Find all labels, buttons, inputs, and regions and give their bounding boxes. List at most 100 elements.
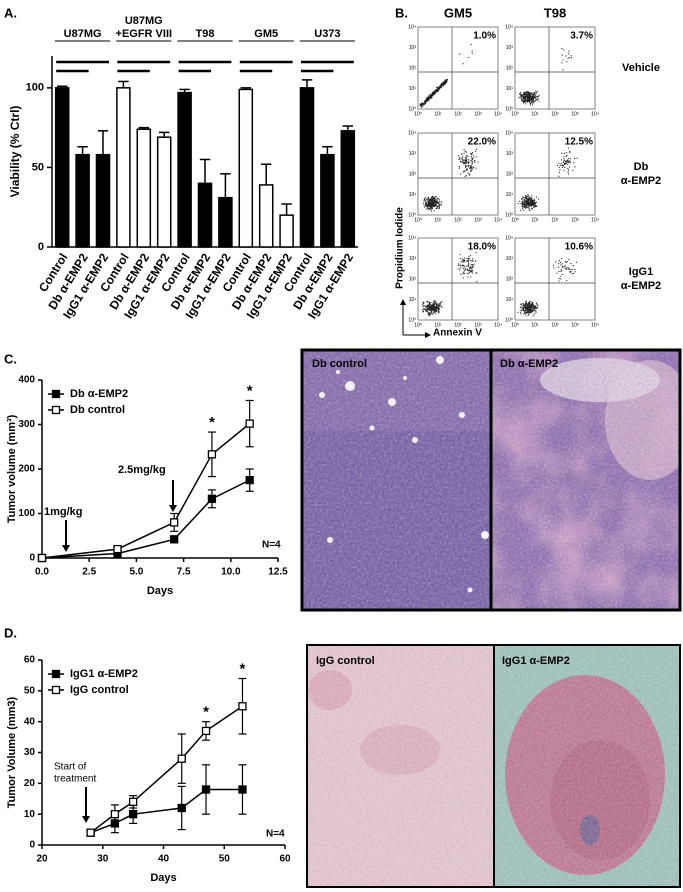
- event-dot: [423, 301, 425, 303]
- event-dot: [522, 308, 524, 310]
- arrow-head: [169, 505, 177, 512]
- event-dot: [438, 204, 440, 207]
- event-dot: [440, 201, 443, 203]
- event-dot: [436, 202, 438, 204]
- x-tick-label: 2.5: [82, 567, 96, 578]
- event-dot: [568, 268, 570, 270]
- event-dot: [432, 301, 435, 303]
- event-dot: [532, 304, 534, 306]
- event-dot: [528, 201, 530, 203]
- event-dot: [433, 210, 435, 212]
- event-dot: [458, 167, 460, 169]
- event-dot: [568, 166, 571, 168]
- marker: [207, 494, 217, 503]
- event-dot: [440, 203, 443, 205]
- event-dot: [436, 205, 438, 207]
- event-dot: [441, 82, 443, 84]
- event-dot: [532, 95, 534, 97]
- event-dot: [522, 205, 524, 208]
- event-dot: [526, 200, 528, 202]
- event-dot: [535, 90, 537, 92]
- event-dot: [533, 305, 535, 307]
- event-dot: [561, 263, 563, 265]
- y-tick-label: 50: [32, 161, 44, 173]
- event-dot: [433, 93, 436, 95]
- event-dot: [470, 168, 472, 170]
- event-dot: [558, 171, 561, 173]
- y-tick-label: 30: [24, 747, 36, 758]
- event-dot: [422, 105, 424, 107]
- event-dot: [523, 307, 525, 309]
- marker: [86, 828, 95, 837]
- event-dot: [520, 209, 522, 211]
- event-dot: [468, 159, 470, 161]
- flow-tick-label: 10⁴: [494, 217, 502, 223]
- event-dot: [471, 163, 473, 165]
- event-dot: [472, 264, 474, 266]
- event-dot: [529, 311, 532, 313]
- event-dot: [468, 273, 470, 275]
- event-dot: [572, 265, 574, 267]
- event-dot: [458, 165, 460, 168]
- event-dot: [439, 86, 441, 88]
- annotation: 2.5mg/kg: [118, 464, 166, 476]
- y-tick-label: 400: [18, 375, 35, 386]
- event-dot: [525, 103, 527, 105]
- event-dot: [529, 96, 531, 99]
- panel-label: D.: [4, 625, 17, 640]
- event-dot: [465, 158, 467, 160]
- event-dot: [529, 103, 532, 105]
- event-dot: [462, 159, 464, 161]
- event-dot: [467, 258, 469, 260]
- event-dot: [561, 269, 563, 271]
- event-dot: [424, 206, 426, 208]
- event-dot: [437, 308, 439, 310]
- event-dot: [472, 257, 474, 260]
- event-dot: [532, 201, 535, 203]
- event-dot: [459, 158, 461, 160]
- event-dot: [530, 305, 532, 307]
- event-dot: [570, 270, 572, 272]
- event-dot: [558, 270, 560, 273]
- event-dot: [432, 303, 434, 305]
- event-dot: [523, 92, 525, 94]
- event-dot: [529, 203, 531, 205]
- event-dot: [465, 162, 467, 165]
- event-dot: [521, 303, 523, 305]
- event-dot: [525, 101, 527, 103]
- event-dot: [436, 302, 438, 304]
- event-dot: [524, 94, 526, 96]
- event-dot: [435, 300, 437, 303]
- marker: [245, 419, 254, 428]
- event-dot: [535, 310, 537, 312]
- event-dot: [433, 205, 435, 207]
- event-dot: [472, 272, 474, 274]
- event-dot: [528, 98, 531, 100]
- event-dot: [558, 263, 560, 265]
- event-dot: [435, 195, 437, 197]
- event-dot: [437, 90, 439, 92]
- event-dot: [532, 309, 534, 311]
- flow-tick-label: 10⁰: [505, 106, 513, 112]
- event-dot: [424, 308, 426, 310]
- event-dot: [521, 207, 524, 210]
- event-dot: [426, 310, 428, 312]
- event-dot: [561, 48, 563, 50]
- event-dot: [471, 151, 474, 154]
- x-tick-label: 0.0: [35, 567, 49, 578]
- event-dot: [472, 167, 475, 169]
- arrow-head: [400, 299, 406, 305]
- event-dot: [567, 266, 569, 269]
- flow-tick-label: 10¹: [506, 86, 514, 92]
- marker: [177, 803, 186, 813]
- event-dot: [440, 86, 442, 89]
- event-dot: [521, 307, 523, 310]
- x-tick-label: 30: [97, 854, 109, 865]
- flow-tick-label: 10¹: [506, 297, 514, 303]
- event-dot: [529, 304, 531, 306]
- event-dot: [528, 309, 531, 311]
- event-dot: [530, 97, 533, 99]
- histology-image: [303, 351, 490, 609]
